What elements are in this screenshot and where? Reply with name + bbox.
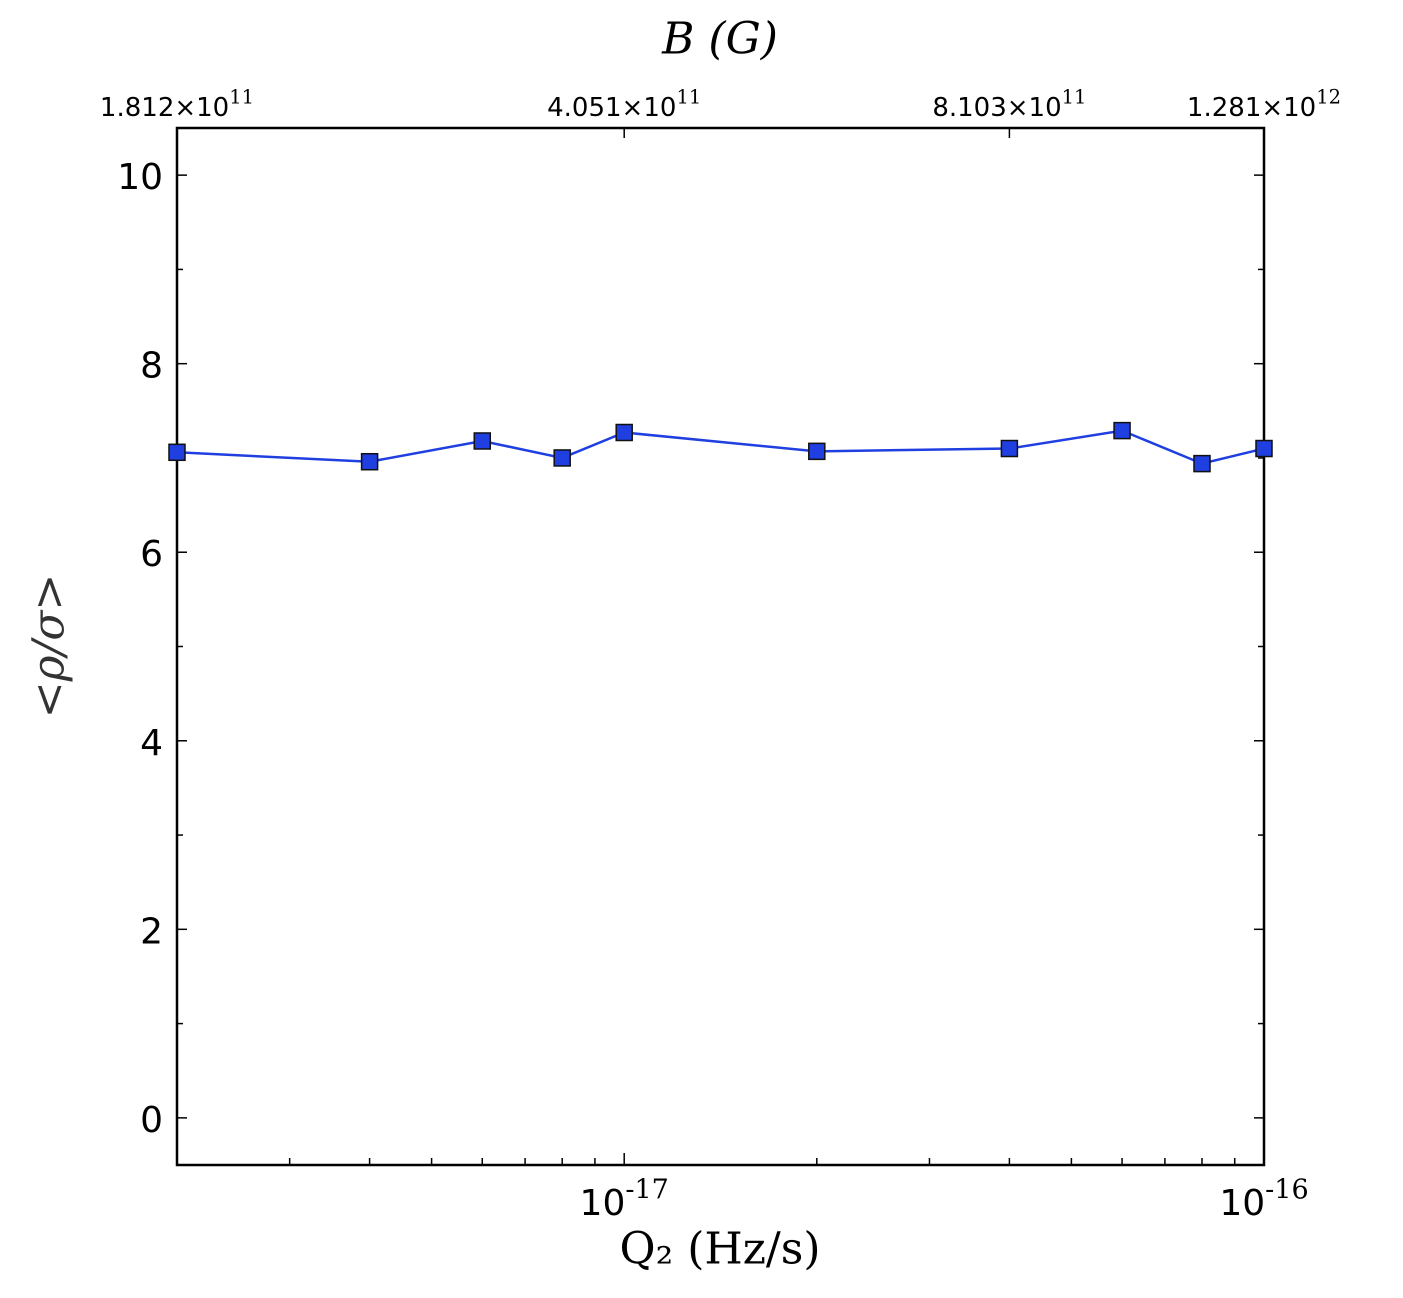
marker: [1113, 421, 1131, 440]
marker: [615, 423, 633, 442]
y-tick-label: 8: [140, 346, 163, 387]
x2-tick-label: 8.103×1011: [932, 85, 1086, 122]
x-tick-label-exponent: -17: [625, 1174, 668, 1205]
y-tick-label: 4: [140, 723, 163, 764]
x-tick-label-base: 10: [580, 1183, 626, 1224]
x2-axis-label: B (G): [661, 14, 778, 65]
y-tick-label: 2: [140, 911, 163, 952]
series-line: [176, 429, 1265, 465]
x2-tick-label-base: 8.103×10: [932, 93, 1061, 123]
x2-tick-label-exponent: 11: [676, 85, 701, 108]
marker: [1000, 439, 1019, 458]
marker: [360, 452, 379, 471]
x2-tick-label: 1.812×1011: [100, 85, 254, 122]
x-tick-label: 10-17: [580, 1174, 669, 1224]
x2-tick-label-exponent: 11: [1062, 85, 1087, 108]
x2-tick-label-exponent: 12: [1316, 85, 1341, 108]
y-axis-label: <ρ/σ>: [24, 574, 75, 718]
marker: [808, 442, 826, 461]
x2-tick-label-base: 1.812×10: [100, 93, 229, 123]
x-tick-label-base: 10: [1219, 1183, 1265, 1224]
x-axis-label: Q₂ (Hz/s): [620, 1224, 821, 1275]
x2-tick-label-base: 4.051×10: [547, 93, 676, 123]
x2-tick-label-base: 1.281×10: [1187, 93, 1316, 123]
x-tick-label: 10-16: [1219, 1174, 1308, 1224]
marker: [1255, 439, 1273, 458]
marker: [168, 443, 186, 462]
plot-frame: [175, 126, 1266, 1167]
y-tick-label: 6: [140, 534, 163, 575]
marker: [1193, 454, 1211, 473]
y-tick-label: 0: [140, 1100, 163, 1141]
x2-tick-label-exponent: 11: [229, 85, 254, 108]
x2-tick-label: 1.281×1012: [1187, 85, 1341, 122]
marker: [553, 449, 571, 467]
x-tick-label-exponent: -16: [1265, 1174, 1308, 1205]
x2-tick-label: 4.051×1011: [547, 85, 701, 122]
marker: [473, 432, 492, 450]
y-tick-label: 10: [117, 157, 163, 198]
